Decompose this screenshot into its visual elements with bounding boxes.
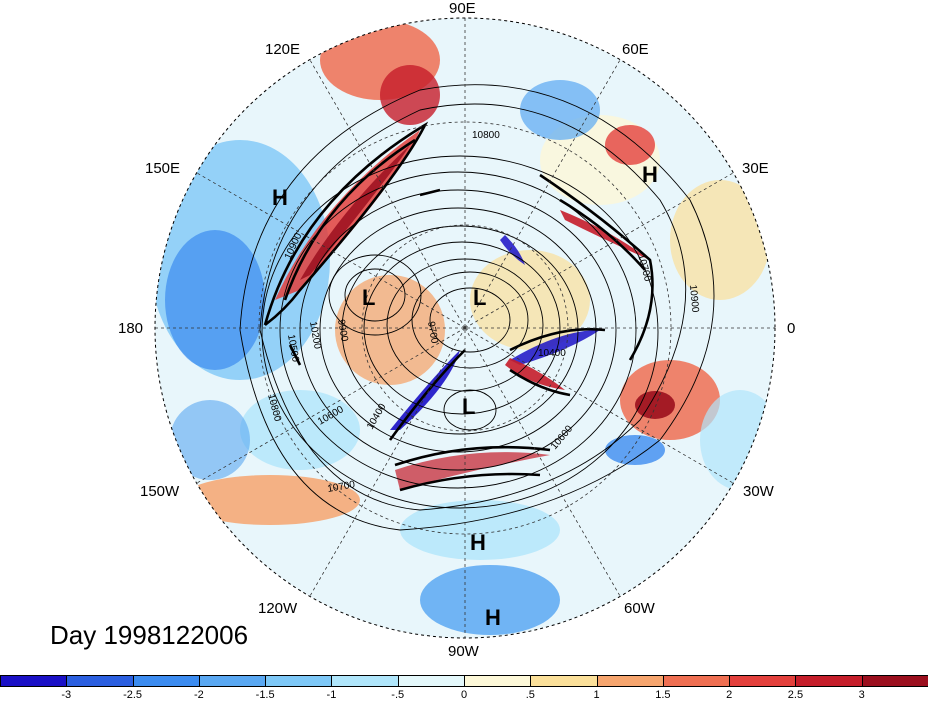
colorbar-tick-label: -2	[193, 689, 204, 701]
colorbar-swatch	[795, 675, 863, 687]
colorbar-swatch	[662, 675, 731, 687]
lon-label-0: 0	[787, 320, 796, 337]
colorbar-swatch	[198, 675, 267, 687]
colorbar-tick-label: 2	[726, 689, 733, 701]
colorbar-tick-label: -1	[326, 689, 337, 701]
lon-label-30w: 30W	[743, 483, 774, 500]
colorbar-tick-label: -3	[61, 689, 72, 701]
colorbar-swatch	[397, 675, 465, 687]
date-title: Day 1998122006	[50, 620, 249, 650]
contour-label: 9900	[335, 319, 350, 343]
colorbar-swatch	[265, 675, 333, 687]
lon-label-150w: 150W	[140, 483, 180, 500]
colorbar-swatch	[861, 675, 928, 687]
lon-label-30e: 30E	[742, 160, 769, 177]
colorbar-swatch	[530, 675, 598, 687]
lon-label-180: 180	[118, 320, 144, 337]
lon-label-90e: 90E	[449, 0, 476, 17]
contour-label: 10500	[285, 334, 301, 364]
colorbar-swatch	[331, 675, 399, 687]
lon-label-120e: 120E	[265, 41, 301, 58]
colorbar-swatch	[464, 675, 532, 687]
pressure-markers: H H L L L H H	[272, 162, 658, 630]
contour-label: 10200	[307, 321, 323, 351]
colorbar-tick-label: 0	[460, 689, 468, 701]
colorbar-tick-label: .5	[525, 689, 535, 701]
contour-label: 10700	[327, 479, 357, 495]
colorbar-swatch	[132, 675, 200, 687]
lon-label-120w: 120W	[258, 600, 298, 617]
colorbar-tick-label: 2.5	[787, 689, 804, 701]
lon-label-90w: 90W	[448, 643, 479, 660]
colorbar-swatch	[0, 675, 68, 687]
colorbar-tick-label: 3	[858, 689, 865, 701]
pressure-label: L	[462, 394, 475, 419]
contour-label: 9700	[425, 321, 440, 345]
pressure-label: H	[470, 530, 486, 555]
colorbar: -3 -2.5 -2 -1.5 -1 -.5 0 .5 1 1.5 2 2.5 3	[0, 675, 928, 702]
colorbar-tick-label: 1	[593, 689, 600, 701]
colorbar-tick-label: -2.5	[123, 689, 143, 701]
graticule	[155, 18, 775, 638]
colorbar-tick-label: -.5	[391, 689, 405, 701]
pressure-label: H	[272, 185, 288, 210]
colorbar-swatch	[596, 675, 664, 687]
pressure-label: L	[362, 285, 375, 310]
pressure-label: H	[642, 162, 658, 187]
lon-label-60e: 60E	[622, 41, 649, 58]
pressure-label: L	[473, 285, 486, 310]
jet-contours	[263, 121, 654, 492]
colorbar-tick-label: -1.5	[255, 689, 275, 701]
colorbar-swatch	[729, 675, 797, 687]
colorbar-tick-label: 1.5	[655, 689, 671, 701]
colorbar-swatch	[66, 675, 134, 687]
contour-label: 10400	[538, 348, 566, 359]
contour-label: 10800	[472, 130, 500, 141]
lon-label-150e: 150E	[145, 160, 181, 177]
pressure-label: H	[485, 605, 501, 630]
lon-label-60w: 60W	[624, 600, 655, 617]
contour-label: 10900	[687, 284, 700, 313]
map-boundary	[154, 17, 776, 639]
